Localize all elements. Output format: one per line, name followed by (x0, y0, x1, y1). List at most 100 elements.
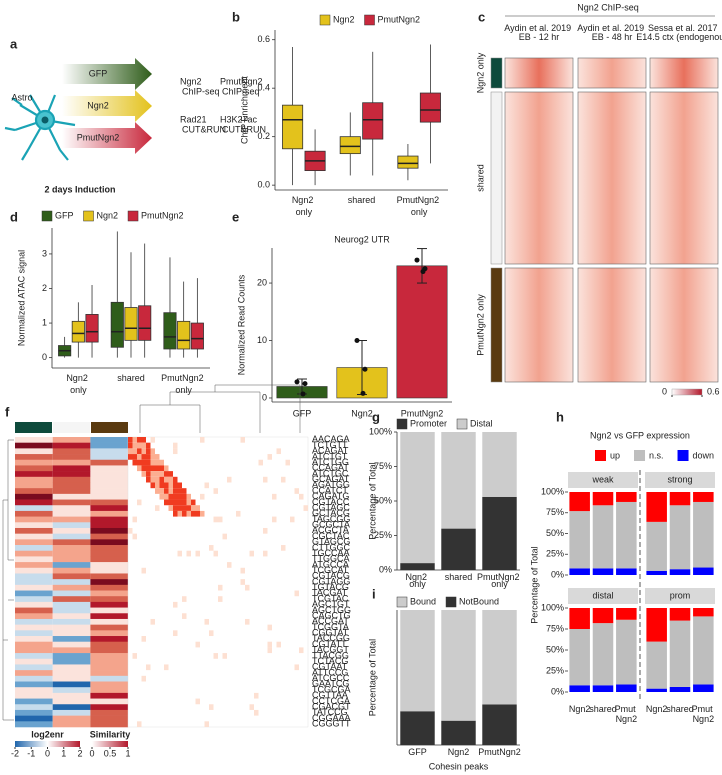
sim-cell (195, 505, 200, 511)
arrow-label: PmutNgn2 (77, 132, 120, 142)
sim-cell (168, 482, 173, 489)
sim-cell (173, 448, 178, 455)
sim-cell (177, 510, 182, 517)
point (302, 381, 308, 387)
heat-cell (15, 647, 53, 654)
heat-cell (52, 653, 91, 660)
panel-label: i (372, 586, 376, 601)
legend-tick-label: 0 (89, 748, 94, 758)
heat-cell (90, 618, 129, 625)
sim-cell (213, 488, 218, 494)
kmer-label: TCGTAC (312, 593, 349, 603)
sim-cell (213, 550, 218, 557)
sim-cell (227, 476, 232, 483)
heat-cell (90, 567, 129, 574)
arrow-gfp (62, 58, 152, 90)
heat-cell (52, 448, 91, 455)
heat-cell (15, 664, 53, 671)
sim-cell (168, 488, 173, 494)
heat-cell (90, 715, 129, 722)
sim-cell (150, 459, 155, 466)
kmer-label: ATCTGT (312, 451, 348, 461)
heat-cell (52, 533, 91, 540)
x-tick-label: shared (117, 373, 145, 383)
heat-cell (90, 545, 129, 552)
sim-cell (249, 550, 254, 557)
legend-label: GFP (55, 210, 74, 220)
row-color (490, 91, 503, 265)
heat-cell (15, 579, 53, 586)
sim-cell (137, 454, 142, 460)
strip (645, 588, 715, 604)
legend-tick-label: -2 (11, 748, 19, 758)
y-tick-label: 0 (262, 392, 267, 402)
sim-cell (263, 476, 268, 483)
sim-cell (227, 562, 232, 568)
sim-cell (186, 499, 191, 506)
heat-cell (90, 647, 129, 654)
heat-cell (15, 687, 53, 694)
box (282, 104, 304, 150)
kmer-label: ACAGAT (312, 446, 349, 456)
sim-cell (146, 459, 151, 466)
legend-label: PmutNgn2 (378, 14, 421, 24)
legend-swatch (127, 210, 139, 222)
strip (568, 472, 638, 488)
kmer-label: GTAGCG (312, 537, 350, 547)
y-tick-label: 100% (369, 426, 392, 436)
sim-cell (200, 493, 205, 500)
legend-swatch (396, 418, 408, 430)
heatmap-block (577, 267, 647, 383)
heat-cell (90, 562, 129, 569)
heat-cell (52, 550, 91, 557)
y-tick-label: 0% (551, 569, 564, 579)
kmer-label: TCTACG (312, 656, 348, 666)
sim-cell (159, 465, 164, 472)
sim-cell (164, 482, 169, 489)
legend-tick-label: -1 (27, 748, 35, 758)
heat-cell (90, 596, 129, 603)
chart-title: Neurog2 UTR (334, 234, 390, 244)
bar-segment (616, 492, 637, 502)
legend-swatch (83, 210, 94, 222)
sim-cell (168, 505, 173, 511)
heat-cell (15, 670, 53, 677)
kmer-label: CGCTAC (312, 531, 350, 541)
sim-cell (263, 527, 268, 534)
kmer-label: TAGCGG (312, 514, 350, 524)
x-tick-label: Ngn2 (569, 704, 591, 714)
heat-cell (15, 675, 53, 682)
sim-cell (141, 675, 146, 682)
y-tick-label: 0.2 (257, 131, 270, 141)
heat-cell (15, 658, 53, 665)
y-axis-label: Normalized Read Counts (236, 274, 246, 375)
heat-cell (52, 630, 91, 637)
heat-cell (52, 607, 91, 614)
heat-cell (90, 442, 129, 449)
heat-cell (52, 715, 91, 722)
sim-cell (173, 510, 178, 517)
bar-segment (616, 568, 637, 575)
heatmap-block (649, 57, 719, 89)
sim-cell (168, 499, 173, 506)
sim-cell (177, 499, 182, 506)
heat-cell (15, 516, 53, 523)
sim-cell (173, 601, 178, 608)
sim-cell (159, 493, 164, 500)
induction: 2 days Induction (44, 184, 115, 194)
sim-cell (272, 493, 277, 500)
facet-title: weak (591, 474, 614, 484)
heat-cell (90, 448, 129, 455)
box (138, 305, 152, 341)
sim-cell (182, 493, 187, 500)
heat-cell (52, 562, 91, 569)
kmer-label: CGTAAT (312, 662, 348, 672)
kmer-label: GCAGAT (312, 474, 350, 484)
sim-cell (204, 482, 209, 489)
x-axis-label: Cohesin peaks (429, 761, 489, 771)
group-bar (91, 422, 128, 433)
kmer-label: CGTAGC (312, 502, 350, 512)
dendrogram (139, 384, 301, 433)
colorbar-label: 0 (662, 386, 667, 396)
